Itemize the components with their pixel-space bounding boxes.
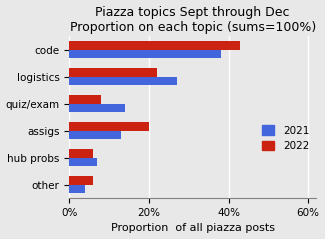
X-axis label: Proportion  of all piazza posts: Proportion of all piazza posts (111, 223, 275, 234)
Bar (70, 158, 97, 166)
Bar (70, 95, 101, 104)
Bar (70, 149, 93, 158)
Bar (70, 104, 125, 112)
Bar (70, 131, 121, 139)
Bar (70, 41, 240, 50)
Title: Piazza topics Sept through Dec
Proportion on each topic (sums=100%): Piazza topics Sept through Dec Proportio… (70, 5, 316, 33)
Bar (70, 122, 149, 131)
Bar (70, 176, 93, 185)
Bar (70, 77, 177, 85)
Bar (70, 185, 85, 193)
Bar (70, 50, 221, 58)
Legend: 2021, 2022: 2021, 2022 (258, 121, 313, 155)
Bar (70, 68, 157, 77)
